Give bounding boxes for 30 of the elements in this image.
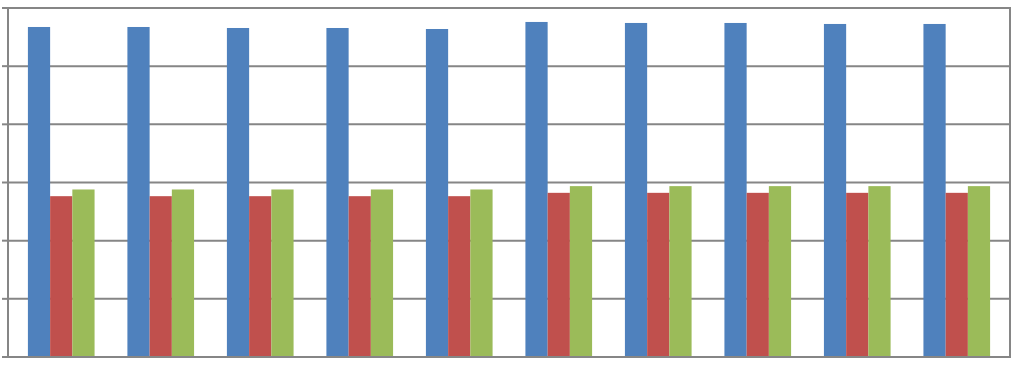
bar [945, 192, 968, 357]
bar [470, 189, 493, 357]
bar [823, 23, 847, 357]
bar [724, 22, 747, 357]
bar [647, 192, 670, 357]
bar [569, 186, 593, 357]
bar [72, 189, 95, 357]
bar [525, 21, 548, 357]
bar [967, 186, 991, 357]
bar [547, 192, 570, 357]
bar [50, 196, 73, 357]
bar [171, 189, 195, 357]
bar [448, 196, 471, 357]
bar [127, 26, 150, 357]
bar [624, 22, 648, 357]
bar [348, 196, 371, 357]
bar [27, 26, 51, 357]
bar [746, 192, 769, 357]
bar [768, 186, 792, 357]
bar [249, 196, 272, 357]
bar [425, 29, 449, 357]
bar [923, 23, 946, 357]
bar [226, 27, 250, 357]
bar [326, 27, 349, 357]
bar [669, 186, 692, 357]
bar [868, 186, 891, 357]
bar [370, 189, 394, 357]
bar [271, 189, 294, 357]
bar [846, 192, 869, 357]
bar [149, 196, 172, 357]
